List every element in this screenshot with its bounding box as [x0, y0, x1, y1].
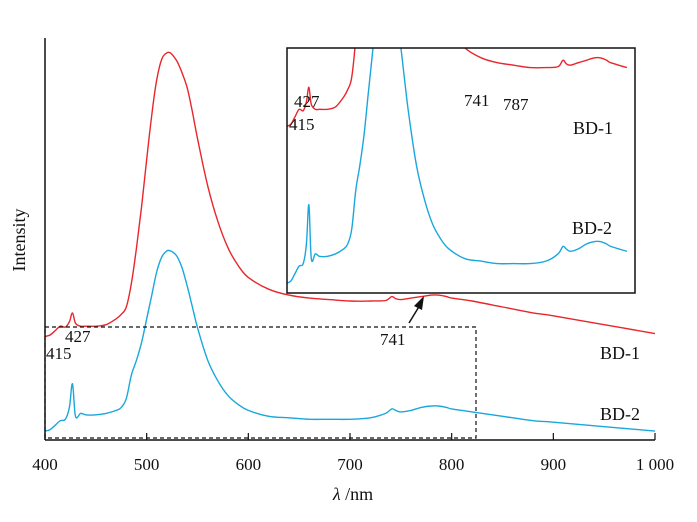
zoom-arrow-head [414, 296, 424, 310]
main-curves [44, 51, 656, 432]
inset-peak-label-415: 415 [289, 115, 315, 134]
x-tick-label-1000: 1 000 [636, 455, 674, 474]
x-tick-label-600: 600 [236, 455, 262, 474]
zoom-region-box [44, 326, 477, 439]
series-label-bd2: BD-2 [600, 404, 640, 424]
inset-series-label-bd2: BD-2 [572, 218, 612, 238]
series-line-bd-1 [44, 51, 656, 338]
x-axis-label: λ /nm [332, 484, 373, 504]
x-tick-label-700: 700 [337, 455, 363, 474]
series-line-bd-2 [44, 249, 656, 432]
inset-series-label-bd1: BD-1 [573, 118, 613, 138]
inset-peak-label-427: 427 [294, 92, 320, 111]
y-axis-title: Intensity [9, 209, 29, 272]
inset-curve-area [287, 48, 628, 284]
inset-frame [286, 47, 636, 294]
inset-plot: 427 415 741 787 BD-1 BD-2 [286, 47, 636, 294]
inset-series-line-bd-2 [287, 48, 628, 284]
x-axis-unit: /nm [341, 484, 374, 504]
inset-peak-label-787: 787 [503, 95, 529, 114]
x-ticks: 400 500 600 700 800 900 1 000 [32, 433, 674, 474]
x-tick-label-800: 800 [439, 455, 465, 474]
inset-background [287, 48, 635, 293]
peak-label-415: 415 [46, 344, 72, 363]
main-plot: 400 500 600 700 800 900 1 000 415 427 741 BD-1… [9, 38, 674, 504]
peak-label-427: 427 [65, 327, 91, 346]
x-tick-label-400: 400 [32, 455, 58, 474]
zoom-arrow [408, 296, 424, 324]
x-tick-label-900: 900 [541, 455, 567, 474]
main-annotations: 415 427 741 [46, 327, 406, 363]
y-axis-label: Intensity [9, 209, 29, 272]
inset-curves [287, 48, 628, 284]
x-tick-label-500: 500 [134, 455, 160, 474]
series-label-bd1: BD-1 [600, 343, 640, 363]
inset-peak-label-741: 741 [464, 91, 490, 110]
x-axis-symbol: λ [332, 484, 341, 504]
peak-label-741: 741 [380, 330, 406, 349]
inset-series-line-bd-1 [287, 48, 628, 128]
